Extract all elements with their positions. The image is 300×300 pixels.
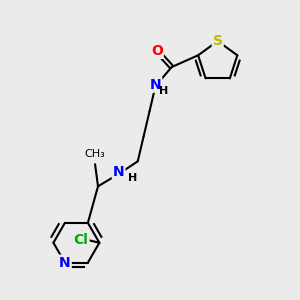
Text: N: N <box>113 165 124 178</box>
Text: CH₃: CH₃ <box>85 149 105 159</box>
Text: S: S <box>213 34 223 48</box>
Text: H: H <box>128 173 137 183</box>
Text: Cl: Cl <box>74 233 88 247</box>
Text: H: H <box>159 85 168 96</box>
Text: N: N <box>150 78 161 92</box>
Text: N: N <box>59 256 71 270</box>
Text: O: O <box>151 44 163 58</box>
